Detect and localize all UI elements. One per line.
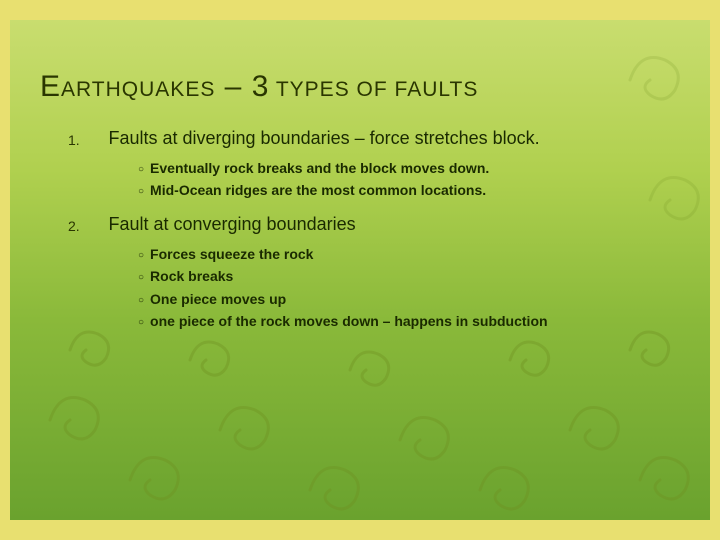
- sub-list: Eventually rock breaks and the block mov…: [138, 157, 680, 202]
- bullet: Rock breaks: [138, 265, 680, 287]
- bullet: one piece of the rock moves down – happe…: [138, 310, 680, 332]
- slide-inner: EARTHQUAKES – 3 TYPES OF FAULTS 1. Fault…: [10, 20, 710, 520]
- zigzag-bottom: [10, 520, 710, 540]
- title-types: TYPES OF FAULTS: [269, 78, 478, 101]
- item-number: 2.: [68, 214, 104, 234]
- slide: EARTHQUAKES – 3 TYPES OF FAULTS 1. Fault…: [0, 0, 720, 540]
- bullet: Forces squeeze the rock: [138, 243, 680, 265]
- bullet: Eventually rock breaks and the block mov…: [138, 157, 680, 179]
- bullet: Mid-Ocean ridges are the most common loc…: [138, 179, 680, 201]
- item-heading: Fault at converging boundaries: [108, 214, 355, 235]
- list-item: 1. Faults at diverging boundaries – forc…: [68, 128, 680, 202]
- main-list: 1. Faults at diverging boundaries – forc…: [68, 128, 680, 332]
- item-heading: Faults at diverging boundaries – force s…: [108, 128, 539, 149]
- list-item: 2. Fault at converging boundaries Forces…: [68, 214, 680, 333]
- slide-title: EARTHQUAKES – 3 TYPES OF FAULTS: [40, 70, 680, 104]
- title-arthquakes: ARTHQUAKES: [61, 78, 215, 101]
- title-three: 3: [252, 70, 270, 103]
- title-dash: –: [215, 70, 251, 103]
- bullet: One piece moves up: [138, 288, 680, 310]
- sub-list: Forces squeeze the rock Rock breaks One …: [138, 243, 680, 333]
- item-number: 1.: [68, 128, 104, 148]
- zigzag-top: [10, 0, 710, 20]
- content: EARTHQUAKES – 3 TYPES OF FAULTS 1. Fault…: [10, 20, 710, 520]
- title-cap-e: E: [40, 70, 61, 103]
